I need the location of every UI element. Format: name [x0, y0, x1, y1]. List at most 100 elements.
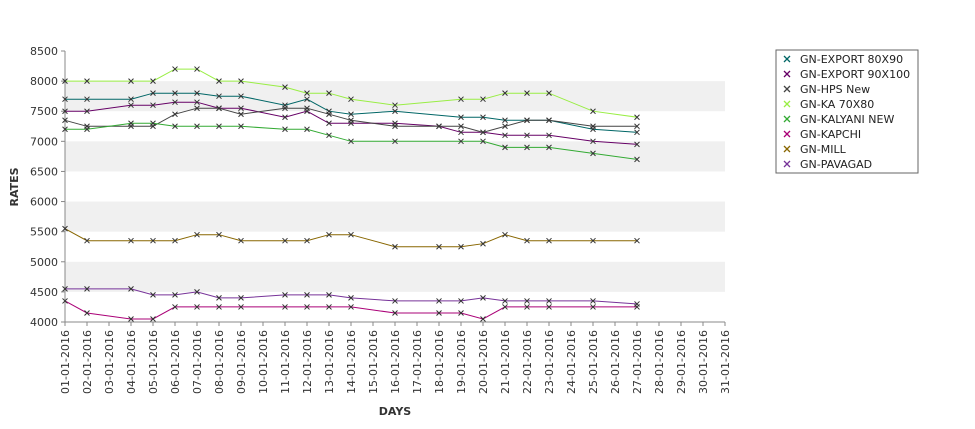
data-point-marker: [282, 237, 288, 244]
data-point-marker: [282, 114, 288, 121]
data-point-marker: [590, 123, 596, 130]
data-point-marker: [172, 292, 178, 298]
data-point-marker: [634, 114, 640, 121]
x-tick-label: 06-01-2016: [169, 330, 182, 394]
data-point-marker: [216, 231, 222, 238]
data-point-marker: [84, 96, 90, 103]
data-point-marker: [238, 237, 244, 244]
data-point-marker: [590, 108, 596, 115]
data-point-marker: [524, 144, 530, 151]
legend-marker: [783, 100, 791, 108]
data-point-marker: [128, 286, 134, 292]
data-point-marker: [326, 292, 332, 298]
data-point-marker: [304, 105, 310, 112]
data-point-marker: [128, 237, 134, 244]
data-point-marker: [194, 66, 200, 72]
x-tick-label: 31-01-2016: [719, 330, 732, 394]
legend-label: GN-HPS New: [800, 83, 870, 96]
data-point-marker: [282, 292, 288, 298]
x-tick-label: 03-01-2016: [103, 330, 116, 394]
x-tick-label: 04-01-2016: [125, 330, 138, 394]
data-point-marker: [480, 129, 486, 136]
data-point-marker: [150, 316, 156, 322]
data-point-marker: [150, 102, 156, 109]
data-point-marker: [62, 108, 68, 115]
data-point-marker: [150, 120, 156, 127]
data-point-marker: [62, 96, 68, 103]
data-point-marker: [502, 144, 508, 151]
data-point-marker: [458, 129, 464, 136]
x-tick-label: 29-01-2016: [675, 330, 688, 394]
data-point-marker: [84, 310, 90, 316]
data-point-marker: [392, 310, 398, 316]
data-point-marker: [304, 96, 310, 103]
x-tick-label: 16-01-2016: [389, 330, 402, 394]
data-point-marker: [216, 93, 222, 100]
x-tick-label: 26-01-2016: [609, 330, 622, 394]
data-point-marker: [150, 78, 156, 84]
x-tick-label: 22-01-2016: [521, 330, 534, 394]
data-point-marker: [172, 304, 178, 310]
data-point-marker: [524, 90, 530, 97]
data-point-marker: [502, 117, 508, 124]
data-point-marker: [348, 96, 354, 103]
data-point-marker: [84, 237, 90, 244]
series-gn-mill: [62, 225, 640, 250]
x-tick-label: 01-01-2016: [59, 330, 72, 394]
data-point-marker: [238, 93, 244, 100]
data-point-marker: [282, 84, 288, 90]
x-tick-label: 17-01-2016: [411, 330, 424, 394]
data-point-marker: [524, 304, 530, 310]
x-tick-label: 28-01-2016: [653, 330, 666, 394]
data-point-marker: [634, 237, 640, 244]
data-point-marker: [216, 295, 222, 301]
data-point-marker: [304, 126, 310, 133]
data-point-marker: [392, 123, 398, 130]
x-tick-label: 23-01-2016: [543, 330, 556, 394]
data-point-marker: [304, 237, 310, 244]
data-point-marker: [590, 298, 596, 304]
series-gn-hps-new: [62, 105, 640, 136]
x-tick-label: 15-01-2016: [367, 330, 380, 394]
data-point-marker: [304, 90, 310, 97]
y-tick-label: 6500: [30, 165, 58, 178]
data-point-marker: [480, 316, 486, 322]
data-point-marker: [194, 99, 200, 106]
data-point-marker: [524, 132, 530, 139]
data-point-marker: [502, 90, 508, 97]
data-point-marker: [436, 123, 442, 130]
data-point-marker: [194, 123, 200, 130]
legend-label: GN-KAPCHI: [800, 128, 861, 141]
legend-marker: [783, 55, 791, 63]
x-tick-label: 05-01-2016: [147, 330, 160, 394]
data-point-marker: [62, 298, 68, 304]
y-tick-label: 7000: [30, 135, 58, 148]
legend-marker: [783, 115, 791, 123]
data-point-marker: [84, 108, 90, 115]
grid-band: [65, 81, 725, 112]
data-point-marker: [128, 102, 134, 109]
data-point-marker: [216, 304, 222, 310]
data-point-marker: [502, 123, 508, 130]
grid-band: [65, 201, 725, 232]
data-point-marker: [238, 304, 244, 310]
data-point-marker: [524, 117, 530, 124]
data-point-marker: [150, 90, 156, 97]
data-point-marker: [524, 237, 530, 244]
data-point-marker: [348, 111, 354, 118]
grid-bands: [65, 81, 725, 292]
data-point-marker: [172, 111, 178, 118]
y-tick-label: 8000: [30, 75, 58, 88]
x-tick-label: 08-01-2016: [213, 330, 226, 394]
y-tick-label: 6000: [30, 196, 58, 209]
x-tick-label: 12-01-2016: [301, 330, 314, 394]
x-tick-label: 24-01-2016: [565, 330, 578, 394]
y-tick-label: 4500: [30, 286, 58, 299]
data-point-marker: [546, 237, 552, 244]
data-point-marker: [194, 289, 200, 295]
x-tick-label: 30-01-2016: [697, 330, 710, 394]
data-point-marker: [348, 117, 354, 124]
data-point-marker: [590, 304, 596, 310]
series-line: [65, 92, 638, 133]
